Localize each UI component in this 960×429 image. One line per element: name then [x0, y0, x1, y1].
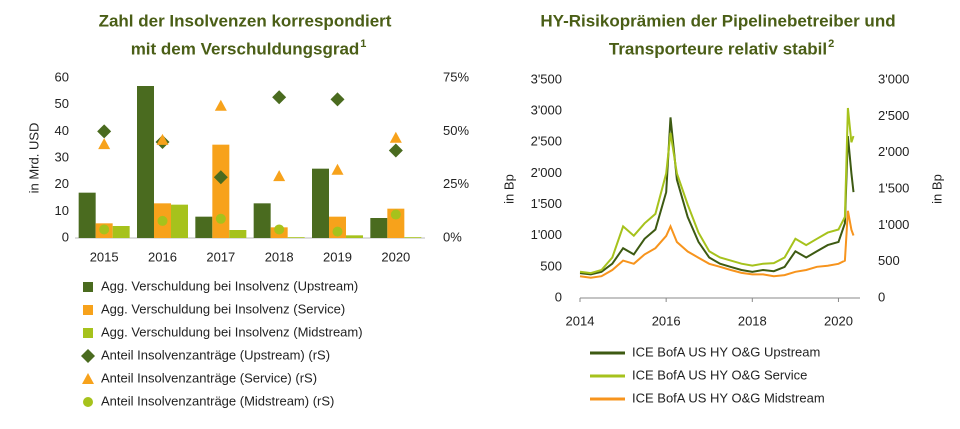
x-tick-label: 2019 [323, 249, 352, 264]
scatter-point [97, 124, 112, 139]
chart-title: HY-Risikoprämien der Pipelinebetreiber u… [540, 11, 895, 30]
x-tick-label: 2020 [381, 249, 410, 264]
legend-marker [83, 397, 93, 407]
legend-label: Agg. Verschuldung bei Insolvenz (Midstre… [101, 324, 363, 339]
line [579, 210, 855, 279]
legend-marker [83, 282, 93, 292]
y2-tick-label: 0% [443, 229, 462, 244]
x-tick-label: 2018 [738, 313, 767, 328]
y-tick-label: 3'500 [531, 71, 562, 86]
scatter-point [98, 138, 111, 150]
scatter-point [390, 209, 401, 220]
y-tick-label: 40 [55, 123, 69, 138]
scatter-point [157, 215, 168, 226]
x-tick-label: 2015 [90, 249, 119, 264]
bar [229, 230, 247, 238]
y-axis-label: in Mrd. USD [26, 123, 41, 194]
legend-label: Agg. Verschuldung bei Insolvenz (Upstrea… [101, 278, 358, 293]
y-tick-label: 0 [62, 229, 69, 244]
scatter-point [274, 224, 285, 235]
legend-label: Anteil Insolvenzanträge (Service) (rS) [101, 370, 317, 385]
scatter-point [388, 143, 403, 158]
legend-marker [83, 305, 93, 315]
y-tick-label: 1'500 [531, 196, 562, 211]
y2-tick-label: 2'500 [878, 108, 909, 123]
chart-title: Transporteure relativ stabil [609, 39, 827, 58]
legend-label: Anteil Insolvenzanträge (Upstream) (rS) [101, 347, 330, 362]
scatter-point [273, 170, 286, 182]
y2-tick-label: 0 [878, 289, 885, 304]
y2-tick-label: 3'000 [878, 71, 909, 86]
bar [370, 218, 388, 238]
x-tick-label: 2016 [148, 249, 177, 264]
chart-title: mit dem Verschuldungsgrad [131, 39, 360, 58]
y-tick-label: 500 [540, 258, 562, 273]
bar [78, 192, 96, 238]
legend-label: Agg. Verschuldung bei Insolvenz (Service… [101, 301, 345, 316]
x-tick-label: 2020 [824, 313, 853, 328]
y2-tick-label: 1'500 [878, 180, 909, 195]
x-tick-label: 2017 [206, 249, 235, 264]
y-tick-label: 2'500 [531, 134, 562, 149]
legend-label: Anteil Insolvenzanträge (Midstream) (rS) [101, 393, 334, 408]
y2-tick-label: 1'000 [878, 217, 909, 232]
scatter-point [272, 90, 287, 105]
y2-tick-label: 50% [443, 123, 469, 138]
legend-label: ICE BofA US HY O&G Service [632, 367, 807, 382]
y-tick-label: 1'000 [531, 227, 562, 242]
scatter-point [330, 92, 345, 107]
line [579, 117, 855, 276]
y-axis-label: in Bp [501, 174, 516, 204]
y2-tick-label: 75% [443, 69, 469, 84]
scatter-point [389, 131, 402, 143]
bar [112, 226, 130, 238]
y-tick-label: 0 [555, 289, 562, 304]
bar [287, 237, 305, 238]
scatter-point [331, 163, 344, 175]
y2-tick-label: 500 [878, 253, 900, 268]
scatter-point [214, 99, 227, 111]
scatter-point [215, 213, 226, 224]
line [579, 107, 855, 275]
y2-tick-label: 25% [443, 176, 469, 191]
legend-marker [82, 373, 94, 384]
bar [171, 204, 188, 238]
y-tick-label: 2'000 [531, 165, 562, 180]
bar [253, 203, 271, 238]
bar [137, 86, 154, 238]
legend-marker [81, 349, 95, 363]
bar [346, 235, 363, 238]
y-tick-label: 10 [55, 203, 69, 218]
title-footnote: 1 [360, 38, 366, 50]
y-tick-label: 20 [55, 176, 69, 191]
y2-tick-label: 2'000 [878, 144, 909, 159]
bar [312, 168, 329, 238]
y-tick-label: 60 [55, 69, 69, 84]
legend-marker [83, 328, 93, 338]
chart-title: Zahl der Insolvenzen korrespondiert [99, 11, 392, 30]
x-tick-label: 2016 [652, 313, 681, 328]
x-tick-label: 2014 [566, 313, 595, 328]
legend-label: ICE BofA US HY O&G Upstream [632, 344, 820, 359]
scatter-point [99, 224, 110, 235]
y-tick-label: 50 [55, 96, 69, 111]
bar [404, 237, 422, 238]
scatter-point [213, 170, 228, 185]
x-tick-label: 2018 [265, 249, 294, 264]
title-footnote: 2 [828, 38, 834, 50]
y-tick-label: 3'000 [531, 103, 562, 118]
bar [195, 216, 213, 238]
bar [212, 144, 230, 238]
y-tick-label: 30 [55, 149, 69, 164]
legend-label: ICE BofA US HY O&G Midstream [632, 390, 825, 405]
y2-axis-label: in Bp [929, 174, 944, 204]
scatter-point [332, 226, 343, 237]
scatter-point [156, 133, 169, 145]
